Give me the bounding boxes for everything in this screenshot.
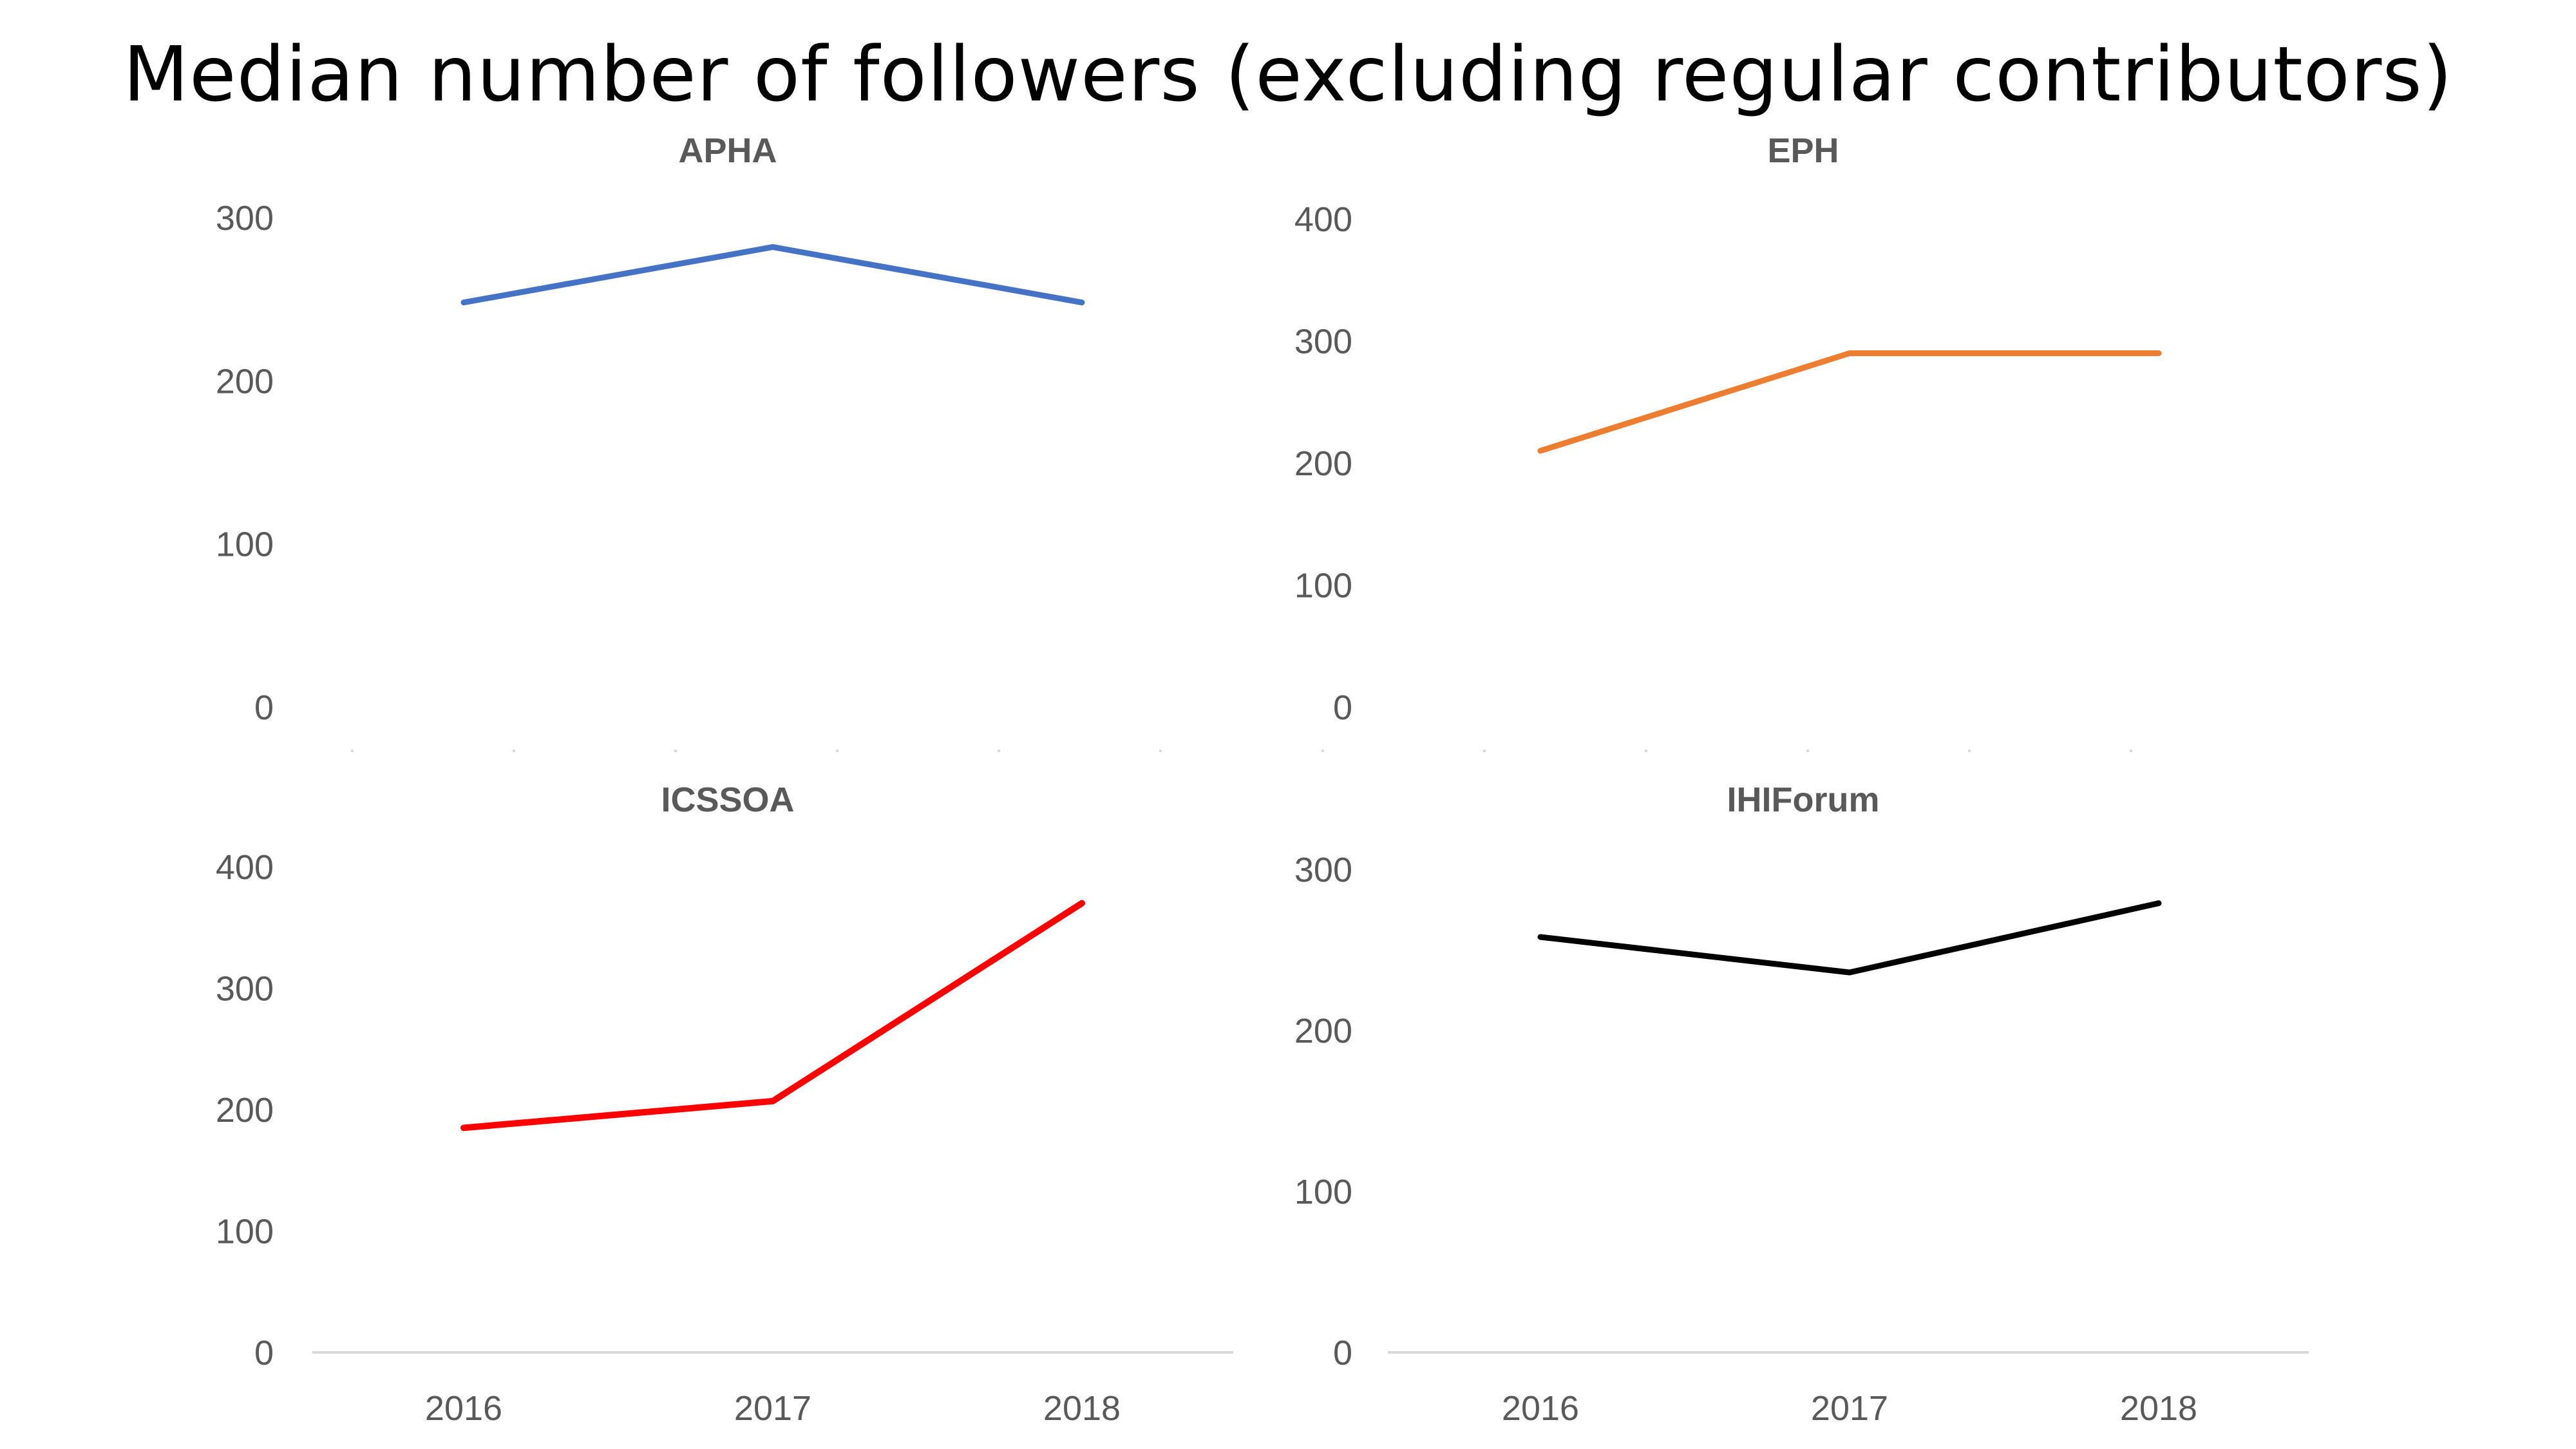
tick-dot (1159, 750, 1162, 752)
tick-dot (513, 750, 515, 752)
y-tick-label: 0 (1333, 688, 1352, 727)
panel-title: EPH (1767, 131, 1839, 170)
chart-panel-icssoa: ICSSOA 0 100 200 300 400 2016 2017 2018 (216, 781, 1233, 1428)
x-tick-label: 2018 (2120, 1389, 2197, 1428)
x-tick-label: 2018 (1043, 1389, 1121, 1428)
y-tick-label: 200 (1294, 444, 1352, 483)
y-tick-label: 100 (216, 526, 274, 564)
x-tick-label: 2017 (734, 1389, 811, 1428)
y-tick-label: 0 (1333, 1334, 1352, 1372)
y-tick-label: 200 (1294, 1012, 1352, 1050)
x-tick-label: 2016 (1502, 1389, 1579, 1428)
tick-dot (1806, 750, 1809, 752)
y-tick-label: 200 (216, 1091, 274, 1130)
tick-dots (1321, 750, 2132, 752)
y-tick-label: 300 (1294, 323, 1352, 361)
chart-panel-eph: EPH 0 100 200 300 400 (1294, 131, 2162, 752)
tick-dot (2130, 750, 2132, 752)
y-tick-label: 200 (216, 362, 274, 401)
panel-title: APHA (678, 131, 777, 170)
series-line-eph (1537, 350, 2162, 454)
tick-dot (836, 750, 838, 752)
y-tick-label: 100 (1294, 567, 1352, 605)
panel-title: ICSSOA (661, 781, 794, 819)
tick-dots (351, 750, 1162, 752)
tick-dot (674, 750, 677, 752)
y-tick-label: 0 (254, 1334, 274, 1372)
y-tick-label: 100 (216, 1213, 274, 1251)
y-tick-label: 300 (216, 199, 274, 238)
x-tick-label: 2017 (1811, 1389, 1888, 1428)
series-line-apha (460, 244, 1085, 306)
panel-title: IHIForum (1727, 781, 1880, 819)
tick-dot (351, 750, 354, 752)
y-tick-label: 400 (216, 848, 274, 887)
y-tick-label: 300 (1294, 851, 1352, 889)
y-tick-label: 400 (1294, 200, 1352, 239)
tick-dot (1483, 750, 1486, 752)
tick-dot (1968, 750, 1971, 752)
series-line-ihiforum (1537, 900, 2162, 976)
page-title: Median number of followers (excluding re… (123, 30, 2453, 118)
tick-dot (998, 750, 1000, 752)
y-tick-label: 0 (254, 688, 274, 727)
x-tick-label: 2016 (425, 1389, 502, 1428)
tick-dot (1645, 750, 1647, 752)
y-tick-label: 300 (216, 970, 274, 1009)
series-line-icssoa (460, 900, 1085, 1132)
chart-panel-ihiforum: IHIForum 0 100 200 300 2016 2017 2018 (1294, 781, 2309, 1428)
tick-dot (1321, 750, 1324, 752)
chart-panel-apha: APHA 0 100 200 300 (216, 131, 1162, 752)
y-tick-label: 100 (1294, 1173, 1352, 1211)
